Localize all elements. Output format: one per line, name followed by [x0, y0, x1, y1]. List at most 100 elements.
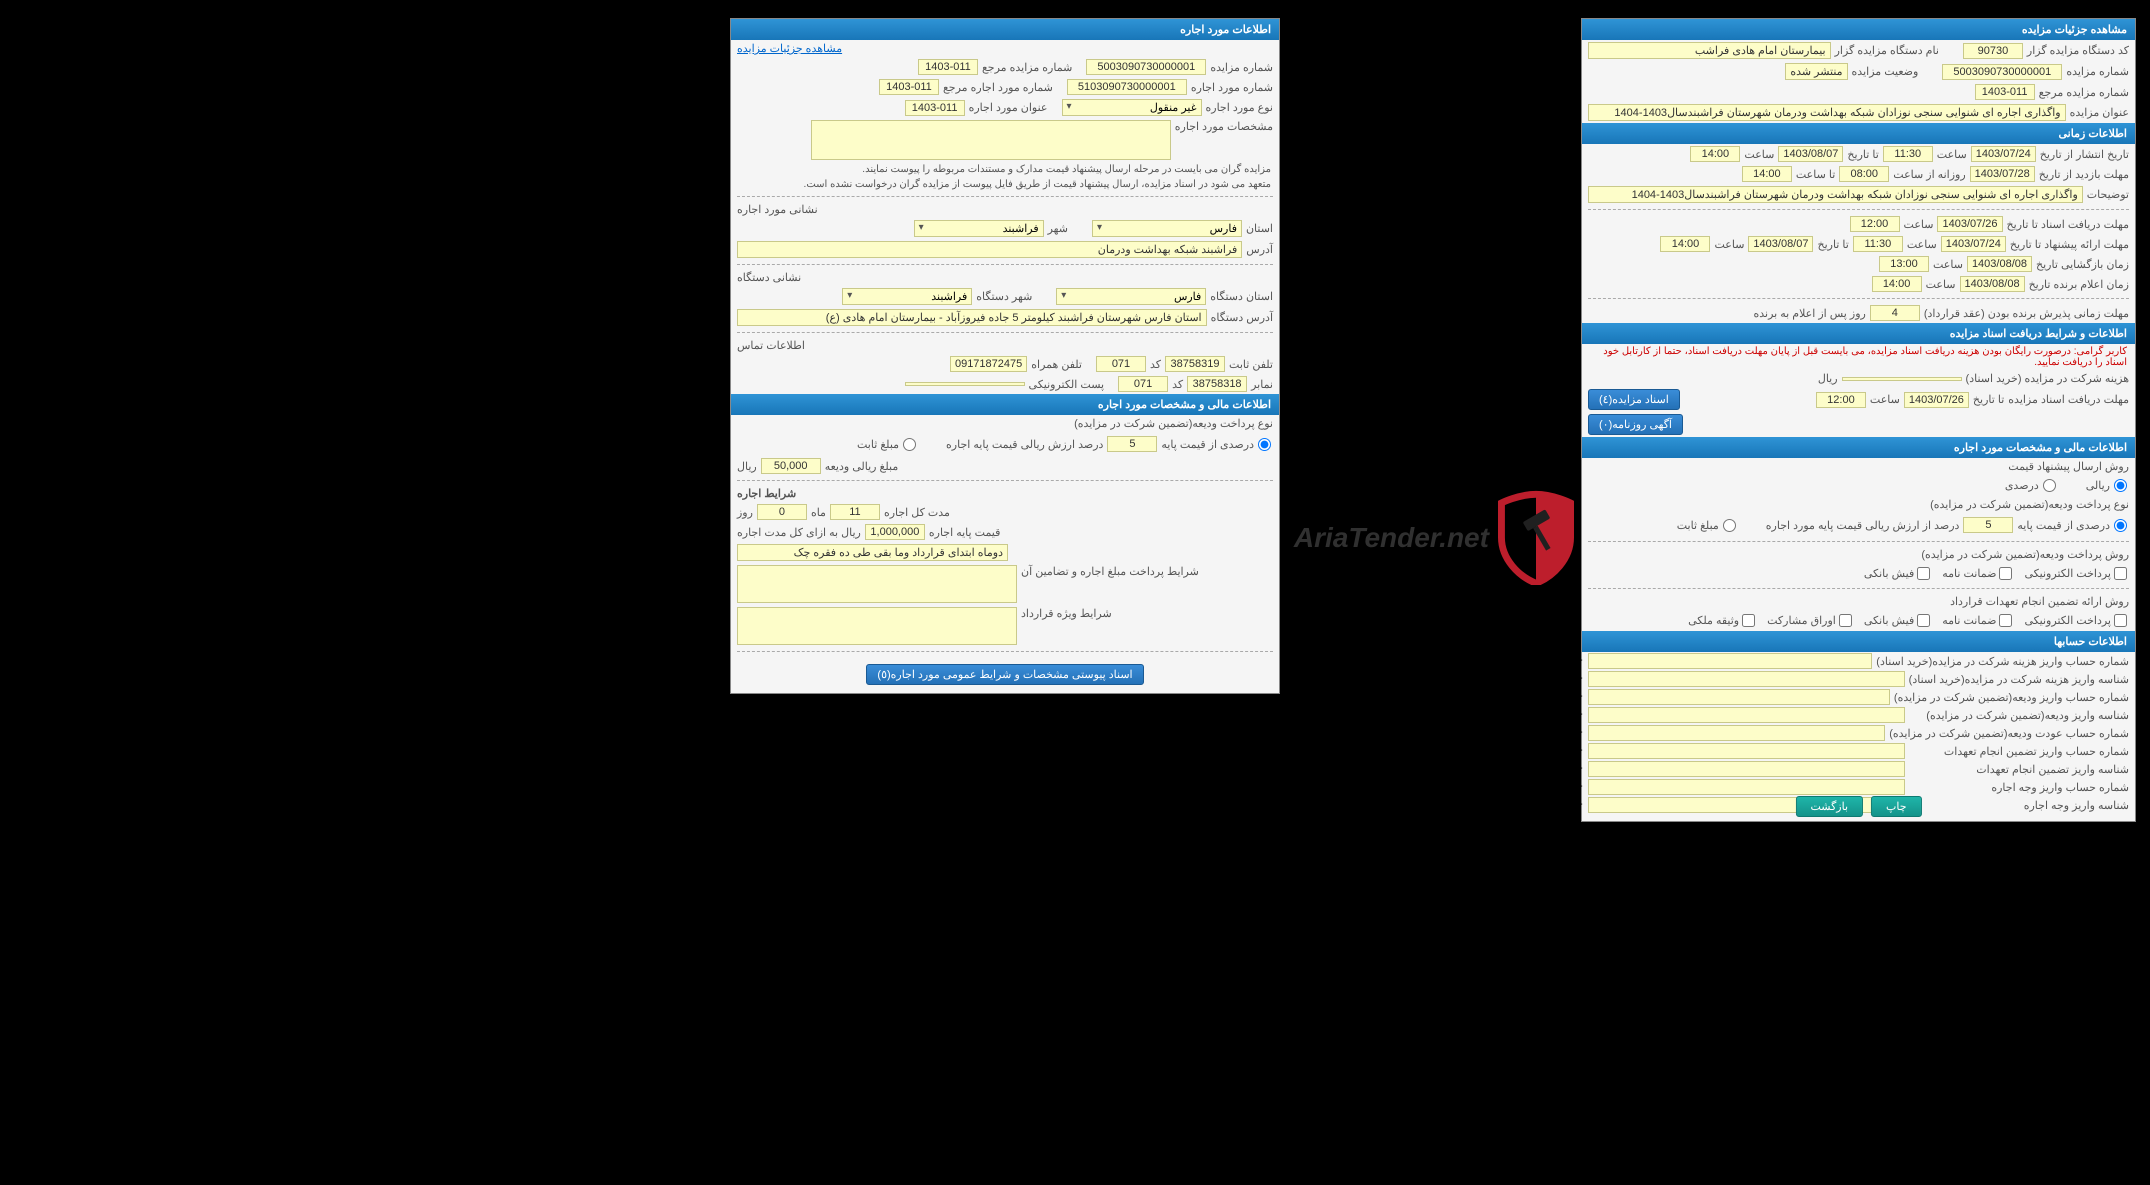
cb-epay-2[interactable]	[2114, 614, 2127, 627]
section-header-accounts: اطلاعات حسابها	[1582, 631, 2135, 652]
val-base-price: 1,000,000	[865, 524, 925, 540]
cb-bank-receipt-2[interactable]	[1917, 614, 1930, 627]
acc-lbl-8: شماره حساب واریز وجه اجاره	[1909, 781, 2129, 794]
lbl-auction-no-r: شماره مزایده	[1210, 61, 1273, 74]
lbl-deposit-amt: مبلغ ریالی ودیعه	[825, 460, 899, 473]
lbl-auction-no: شماره مزایده	[2066, 65, 2129, 78]
lbl-time-op: ساعت	[1933, 258, 1963, 271]
divider	[737, 480, 1273, 481]
divider	[1588, 209, 2129, 210]
btn-auction-docs[interactable]: اسناد مزایده(٤)	[1588, 389, 1680, 410]
val-open-date: 1403/08/08	[1967, 256, 2032, 272]
lbl-time-dl: ساعت	[1870, 393, 1900, 406]
lbl-publish: تاریخ انتشار از تاریخ	[2040, 148, 2129, 161]
val-desc: واگذاری اجاره ای شنوایی سنجی نوزادان شبک…	[1588, 186, 2083, 203]
cb-securities[interactable]	[1839, 614, 1852, 627]
val-auction-no: 5003090730000001	[1942, 64, 2062, 80]
lbl-pct-suffix-r: درصد ارزش ریالی قیمت پایه اجاره	[946, 438, 1103, 451]
lbl-deposit-r: نوع پرداخت ودیعه(تضمین شرکت در مزایده)	[1074, 417, 1273, 430]
val-months: 11	[830, 504, 880, 520]
radio-fixed-r[interactable]	[903, 438, 916, 451]
lbl-guarantee: ضمانت نامه	[1942, 567, 1996, 580]
lbl-address: آدرس	[1246, 243, 1273, 256]
sel-city[interactable]: فراشبند	[914, 220, 1044, 237]
lbl-special: شرایط ویژه قرارداد	[1021, 607, 1112, 620]
cb-guarantee-2[interactable]	[1999, 614, 2012, 627]
radio-pct-r[interactable]	[1258, 438, 1271, 451]
btn-back[interactable]: بازگشت	[1795, 796, 1863, 817]
lbl-item-title: عنوان مورد اجاره	[969, 101, 1048, 114]
acc-val-7	[1588, 761, 1905, 777]
sel-province[interactable]: فارس	[1092, 220, 1242, 237]
lbl-province: استان	[1246, 222, 1273, 235]
lbl-docs: مهلت دریافت اسناد تا تاریخ	[2007, 218, 2129, 231]
lbl-org-loc: نشانی دستگاه	[737, 271, 1273, 284]
val-offer-to: 1403/07/24	[1941, 236, 2006, 252]
val-pct: 5	[1963, 517, 2013, 533]
lbl-code-2: کد	[1172, 378, 1183, 391]
val-visit-from: 1403/07/28	[1970, 166, 2035, 182]
lbl-terms: شرایط پرداخت مبلغ اجاره و تضامین آن	[1021, 565, 1199, 578]
radio-fixed[interactable]	[1723, 519, 1736, 532]
lbl-org-city: شهر دستگاه	[976, 290, 1032, 303]
radio-percent[interactable]	[2043, 479, 2056, 492]
cb-bank-receipt[interactable]	[1917, 567, 1930, 580]
link-view-details[interactable]: مشاهده جزئیات مزایده	[737, 42, 842, 55]
acc-lbl-7: شناسه واریز تضمین انجام تعهدات	[1909, 763, 2129, 776]
lbl-time-d: ساعت	[1904, 218, 1934, 231]
shield-gavel-icon	[1492, 490, 1580, 585]
lbl-desc: توضیحات	[2087, 188, 2129, 201]
ta-spec[interactable]	[811, 120, 1171, 160]
cb-guarantee[interactable]	[1999, 567, 2012, 580]
btn-newspaper-ad[interactable]: آگهی روزنامه(٠)	[1588, 414, 1683, 435]
val-auction-no-r: 5003090730000001	[1086, 59, 1206, 75]
ta-terms[interactable]	[737, 565, 1017, 603]
acc-val-5	[1588, 725, 1885, 741]
acc-val-4	[1588, 707, 1905, 723]
lbl-base-price: قیمت پایه اجاره	[929, 526, 1001, 539]
radio-rial[interactable]	[2114, 479, 2127, 492]
divider	[737, 332, 1273, 333]
lbl-rial-r: ریال	[737, 460, 757, 473]
lbl-percent-opt: درصدی	[2005, 479, 2039, 492]
cb-epay[interactable]	[2114, 567, 2127, 580]
btn-print[interactable]: چاپ	[1871, 796, 1922, 817]
val-winner-time: 14:00	[1872, 276, 1922, 292]
val-publish-from-time: 11:30	[1883, 146, 1933, 162]
val-winner-date: 1403/08/08	[1960, 276, 2025, 292]
lbl-month: ماه	[811, 506, 826, 519]
lbl-title: عنوان مزایده	[2070, 106, 2129, 119]
note-2: متعهد می شود در اسناد مزایده، ارسال پیشن…	[731, 177, 1279, 192]
divider	[1588, 541, 2129, 542]
acc-val-6	[1588, 743, 1905, 759]
val-publish-to: 1403/08/07	[1778, 146, 1843, 162]
ta-special[interactable]	[737, 607, 1017, 645]
sel-org-province[interactable]: فارس	[1056, 288, 1206, 305]
val-org-name: بیمارستان امام هادی فراشب	[1588, 42, 1831, 59]
sel-org-city[interactable]: فراشبند	[842, 288, 972, 305]
val-docs-to: 1403/07/26	[1937, 216, 2002, 232]
cb-property[interactable]	[1742, 614, 1755, 627]
lbl-time-1: ساعت	[1937, 148, 1967, 161]
val-offer-time: 11:30	[1853, 236, 1903, 252]
auction-detail-panel: مشاهده جزئیات مزایده کد دستگاه مزایده گز…	[1581, 18, 2136, 822]
lbl-base-suffix: ریال به ازای کل مدت اجاره	[737, 526, 861, 539]
val-visit-to-time: 14:00	[1742, 166, 1792, 182]
radio-pct-base[interactable]	[2114, 519, 2127, 532]
lbl-ref-no: شماره مزایده مرجع	[2039, 86, 2129, 99]
lbl-spec: مشخصات مورد اجاره	[1175, 120, 1273, 133]
val-item-no: 5103090730000001	[1067, 79, 1187, 95]
val-visit-from-time: 08:00	[1839, 166, 1889, 182]
val-code: 071	[1096, 356, 1146, 372]
lbl-fee: هزینه شرکت در مزایده (خرید اسناد)	[1966, 372, 2129, 385]
lbl-time-o: ساعت	[1907, 238, 1937, 251]
lbl-open: زمان بازگشایی تاریخ	[2036, 258, 2129, 271]
sel-type[interactable]: غیر منقول	[1062, 99, 1202, 116]
acc-val-2	[1588, 671, 1905, 687]
lbl-to-dl: تا تاریخ	[1973, 393, 2004, 406]
acc-lbl-1: شماره حساب واریز هزینه شرکت در مزایده(خر…	[1876, 655, 2129, 668]
btn-attachment-docs[interactable]: اسناد پیوستی مشخصات و شرایط عمومی مورد ا…	[866, 664, 1143, 685]
lbl-property: وثیقه ملکی	[1688, 614, 1739, 627]
val-item-ref: 1403-011	[879, 79, 939, 95]
section-header-timing: اطلاعات زمانی	[1582, 123, 2135, 144]
